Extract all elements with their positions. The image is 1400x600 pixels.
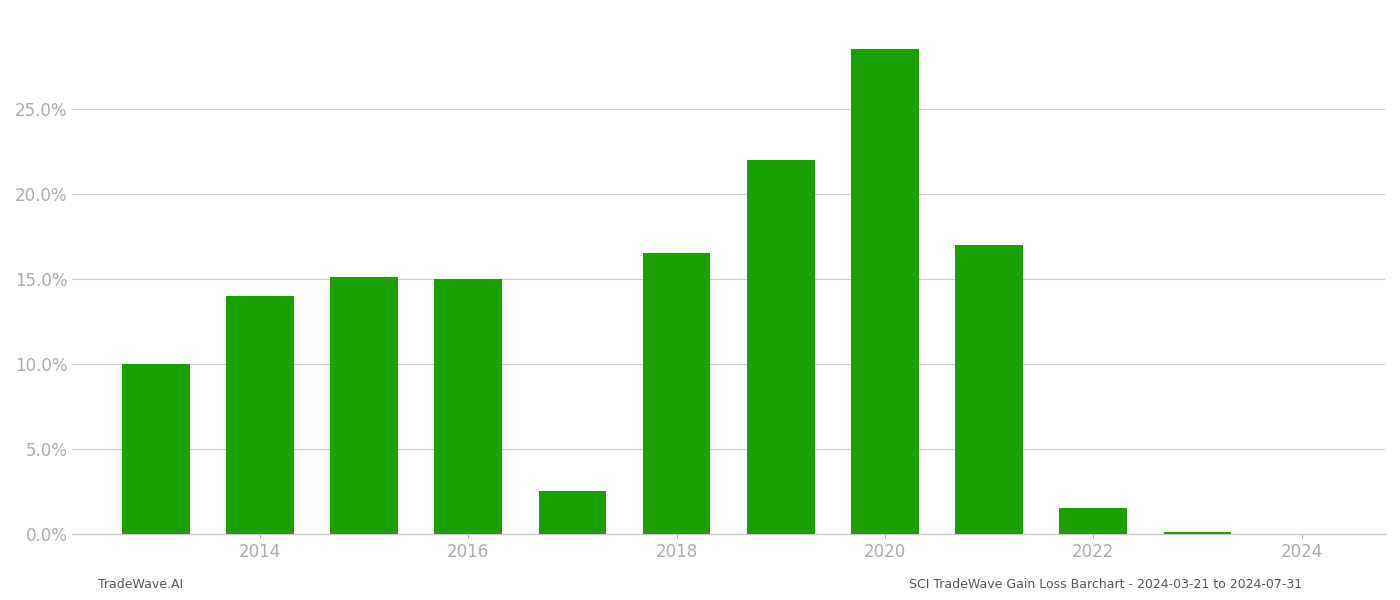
Bar bbox=[955, 245, 1023, 534]
Bar bbox=[330, 277, 398, 534]
Bar bbox=[851, 49, 918, 534]
Bar bbox=[539, 491, 606, 534]
Bar bbox=[748, 160, 815, 534]
Bar bbox=[225, 296, 294, 534]
Bar bbox=[434, 279, 503, 534]
Bar bbox=[1163, 532, 1232, 534]
Bar bbox=[1060, 508, 1127, 534]
Bar bbox=[122, 364, 189, 534]
Text: TradeWave.AI: TradeWave.AI bbox=[98, 578, 183, 591]
Bar bbox=[643, 253, 710, 534]
Text: SCI TradeWave Gain Loss Barchart - 2024-03-21 to 2024-07-31: SCI TradeWave Gain Loss Barchart - 2024-… bbox=[909, 578, 1302, 591]
